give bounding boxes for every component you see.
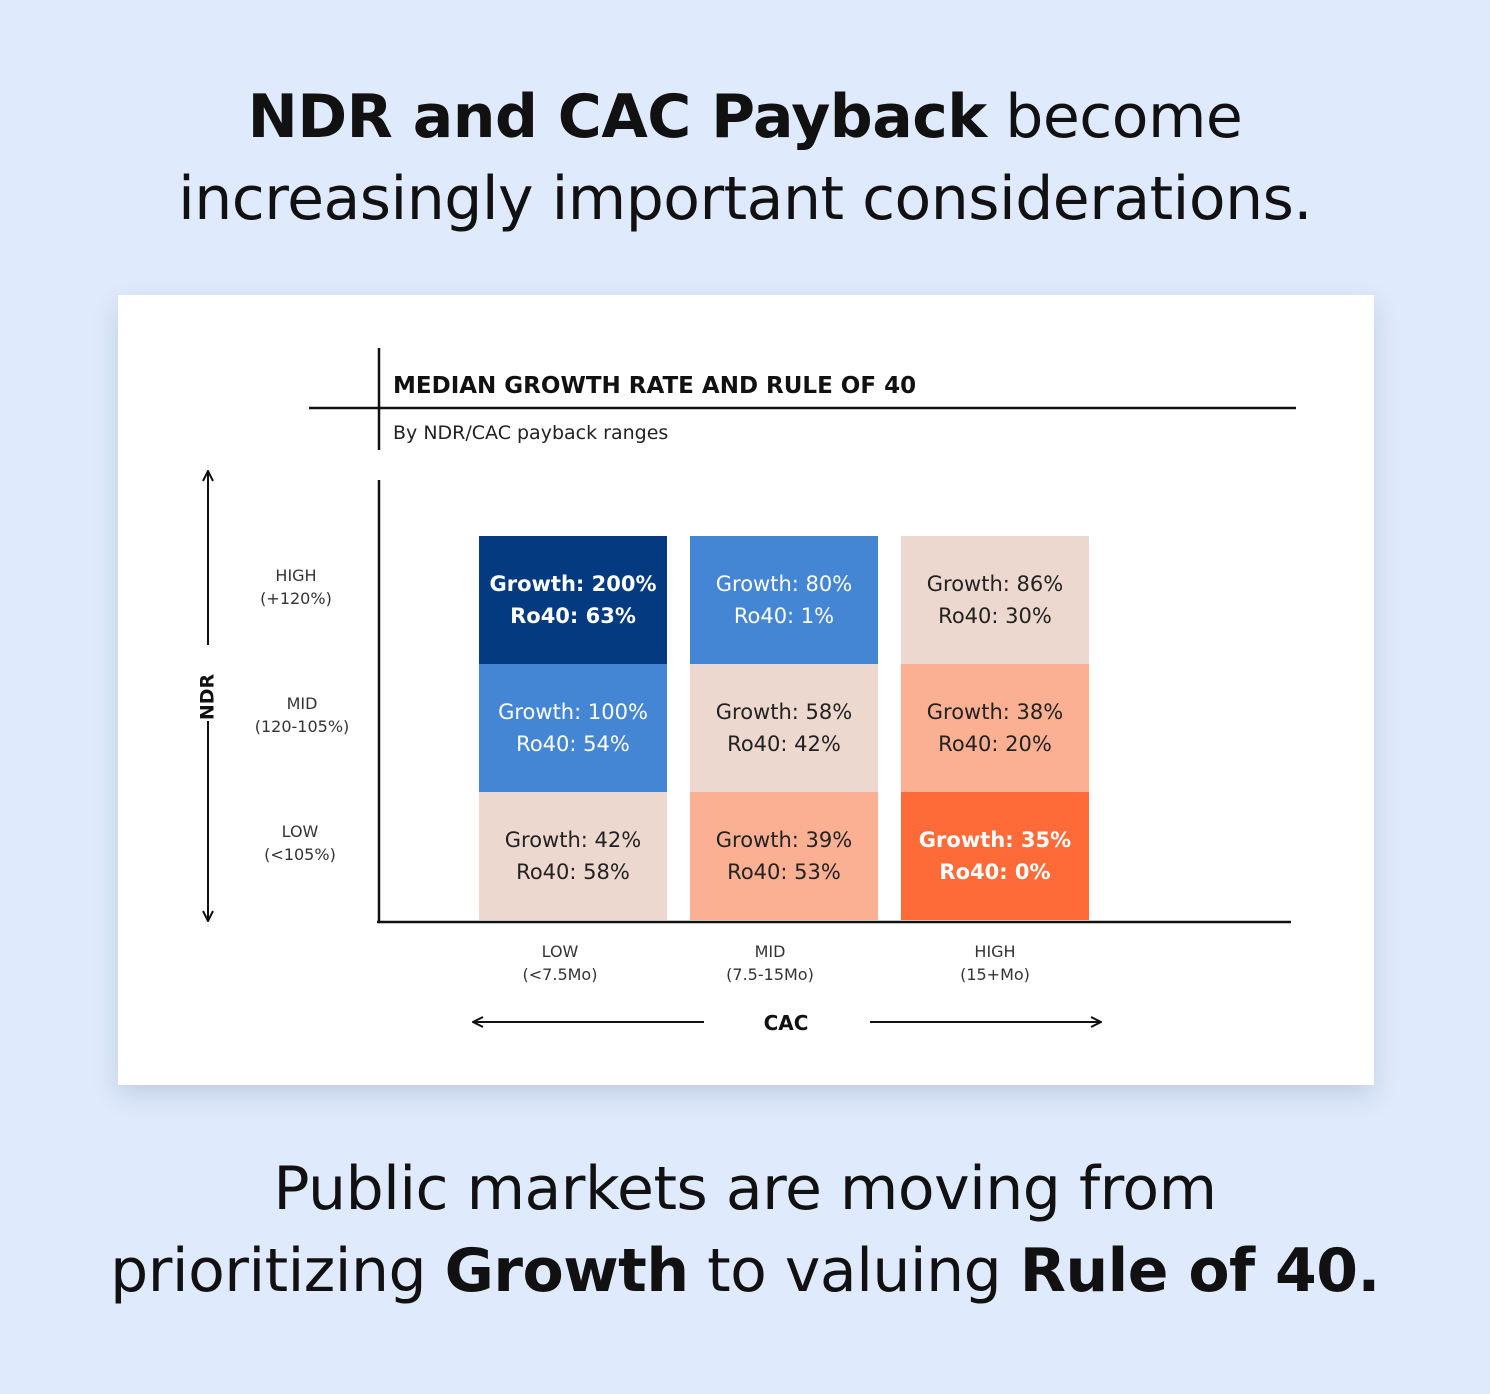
cell-ndr-high-cac-low: Growth: 200% Ro40: 63%	[479, 536, 667, 664]
x-tick-high-range: (15+Mo)	[960, 965, 1030, 984]
bottom-headline-line-1: Public markets are moving from	[273, 1154, 1217, 1224]
cell-rect-ndr-low-cac-high	[901, 792, 1089, 920]
chart-svg: MEDIAN GROWTH RATE AND RULE OF 40 By NDR…	[197, 348, 1296, 1035]
cell-ndr-low-cac-mid: Growth: 39% Ro40: 53%	[690, 792, 878, 920]
cell-rect-ndr-high-cac-high	[901, 536, 1089, 664]
y-tick-high-range: (+120%)	[260, 589, 332, 608]
heatmap-cells: Growth: 200% Ro40: 63% Growth: 80% Ro40: 1%…	[479, 536, 1089, 920]
x-tick-low-range: (<7.5Mo)	[523, 965, 598, 984]
x-tick-labels: LOW (<7.5Mo) MID (7.5-15Mo) HIGH (15+Mo)	[523, 942, 1030, 984]
cell-rect-ndr-high-cac-low	[479, 536, 667, 664]
cell-growth-ndr-mid-cac-high: Growth: 38%	[927, 700, 1063, 724]
cell-ro40-ndr-low-cac-mid: Ro40: 53%	[727, 860, 841, 884]
cell-ndr-low-cac-low: Growth: 42% Ro40: 58%	[479, 792, 667, 920]
top-headline-line-2: increasingly important considerations.	[178, 164, 1312, 234]
cell-ro40-ndr-high-cac-high: Ro40: 30%	[938, 604, 1052, 628]
x-tick-mid-name: MID	[755, 942, 786, 961]
cell-ro40-ndr-high-cac-mid: Ro40: 1%	[734, 604, 834, 628]
cell-growth-ndr-high-cac-mid: Growth: 80%	[716, 572, 852, 596]
cell-ndr-mid-cac-high: Growth: 38% Ro40: 20%	[901, 664, 1089, 792]
top-headline: NDR and CAC Payback become increasingly …	[0, 76, 1490, 240]
cell-rect-ndr-mid-cac-high	[901, 664, 1089, 792]
y-tick-mid-range: (120-105%)	[255, 717, 350, 736]
cell-ro40-ndr-low-cac-high: Ro40: 0%	[939, 860, 1050, 884]
cell-ndr-high-cac-high: Growth: 86% Ro40: 30%	[901, 536, 1089, 664]
y-tick-high-name: HIGH	[275, 566, 316, 585]
cell-growth-ndr-high-cac-high: Growth: 86%	[927, 572, 1063, 596]
cell-growth-ndr-mid-cac-low: Growth: 100%	[498, 700, 648, 724]
cell-ndr-mid-cac-mid: Growth: 58% Ro40: 42%	[690, 664, 878, 792]
top-headline-rest: become	[986, 82, 1243, 152]
cell-ndr-high-cac-mid: Growth: 80% Ro40: 1%	[690, 536, 878, 664]
x-tick-high-name: HIGH	[974, 942, 1015, 961]
bottom-headline-rule-of-40: Rule of 40.	[1019, 1236, 1381, 1306]
cell-rect-ndr-high-cac-mid	[690, 536, 878, 664]
chart-subtitle: By NDR/CAC payback ranges	[393, 422, 668, 444]
y-tick-low-range: (<105%)	[264, 845, 336, 864]
cell-ndr-mid-cac-low: Growth: 100% Ro40: 54%	[479, 664, 667, 792]
cell-growth-ndr-mid-cac-mid: Growth: 58%	[716, 700, 852, 724]
top-headline-bold: NDR and CAC Payback	[247, 82, 988, 152]
y-tick-low-name: LOW	[282, 822, 319, 841]
cell-ro40-ndr-mid-cac-low: Ro40: 54%	[516, 732, 630, 756]
cell-rect-ndr-mid-cac-low	[479, 664, 667, 792]
bottom-headline-growth: Growth	[444, 1236, 689, 1306]
chart-card: MEDIAN GROWTH RATE AND RULE OF 40 By NDR…	[118, 295, 1374, 1085]
cell-rect-ndr-mid-cac-mid	[690, 664, 878, 792]
y-tick-mid-name: MID	[287, 694, 318, 713]
cell-rect-ndr-low-cac-low	[479, 792, 667, 920]
cell-ro40-ndr-mid-cac-high: Ro40: 20%	[938, 732, 1052, 756]
y-tick-labels: HIGH (+120%) MID (120-105%) LOW (<105%)	[255, 566, 350, 864]
top-headline-line-1: NDR and CAC Payback become	[0, 76, 1490, 158]
x-tick-low-name: LOW	[542, 942, 579, 961]
cell-growth-ndr-low-cac-high: Growth: 35%	[919, 828, 1071, 852]
cell-growth-ndr-low-cac-low: Growth: 42%	[505, 828, 641, 852]
cell-ro40-ndr-low-cac-low: Ro40: 58%	[516, 860, 630, 884]
bottom-headline-line-2: prioritizing Growth to valuing Rule of 4…	[0, 1230, 1490, 1312]
cell-growth-ndr-low-cac-mid: Growth: 39%	[716, 828, 852, 852]
bottom-headline-mid: to valuing	[688, 1236, 1020, 1306]
cell-growth-ndr-high-cac-low: Growth: 200%	[490, 572, 657, 596]
x-tick-mid-range: (7.5-15Mo)	[726, 965, 814, 984]
cell-ndr-low-cac-high: Growth: 35% Ro40: 0%	[901, 792, 1089, 920]
bottom-headline: Public markets are moving from prioritiz…	[0, 1148, 1490, 1312]
bottom-headline-pre: prioritizing	[110, 1236, 445, 1306]
cell-ro40-ndr-mid-cac-mid: Ro40: 42%	[727, 732, 841, 756]
cell-rect-ndr-low-cac-mid	[690, 792, 878, 920]
cell-ro40-ndr-high-cac-low: Ro40: 63%	[510, 604, 636, 628]
x-axis-label: CAC	[764, 1011, 809, 1035]
y-axis-label: NDR	[197, 673, 219, 720]
chart-title: MEDIAN GROWTH RATE AND RULE OF 40	[393, 373, 916, 399]
